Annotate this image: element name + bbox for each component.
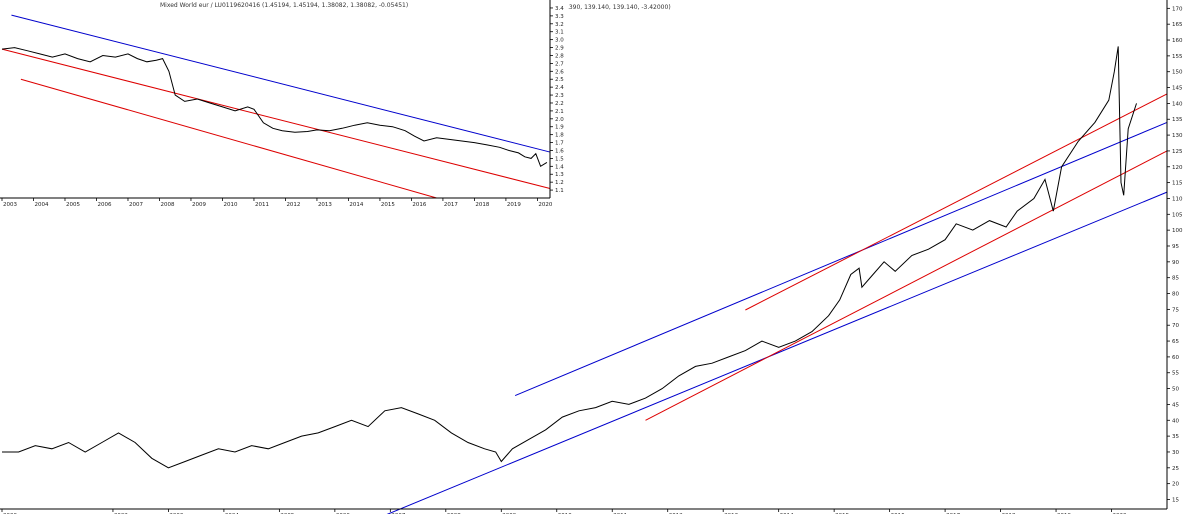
inset-trend-line-3 [20,78,437,199]
main-trend-line-1 [514,121,1168,397]
main-y-tick-label: 115 [1172,181,1183,187]
main-y-tick-label: 20 [1172,482,1179,488]
main-y-tick-label: 25 [1172,466,1179,472]
main-y-tick-label: 50 [1172,387,1179,393]
main-y-tick-label: 110 [1172,196,1183,202]
inset-trend-line-2 [1,48,551,189]
inset-y-ticks: 1.1 1.2 1.3 1.4 1.5 1.61.7 1.8 1.9 2.0 2.1 2.2 2.3 2… [550,6,564,194]
main-y-tick-label: 70 [1172,323,1179,329]
inset-x-tick-label: 2010 [223,202,237,208]
inset-x-tick-label: 2008 [160,202,174,208]
inset-x-tick-label: 2007 [129,202,143,208]
inset-y-tick-label: 1.7 [555,141,564,147]
inset-trend-line-1 [11,14,551,153]
inset-y-tick-label: 1.9 [555,125,564,131]
inset-y-tick-label: 3.1 [555,30,564,36]
main-y-tick-label: 130 [1172,133,1183,139]
main-y-tick-label: 150 [1172,70,1183,76]
inset-y-tick-label: 1.6 [555,148,564,154]
main-y-tick-label: 160 [1172,38,1183,44]
main-y-tick-label: 40 [1172,418,1179,424]
inset-chart-header: Mixed World eur / LU0119620416 (1.45194,… [160,2,408,9]
main-y-tick-label: 165 [1172,22,1183,28]
main-trend-line-3 [745,93,1168,311]
inset-y-tick-label: 2.4 [555,85,564,91]
inset-y-tick-label: 2.6 [555,69,564,75]
main-y-tick-label: 125 [1172,149,1183,155]
main-y-tick-label: 120 [1172,165,1183,171]
inset-y-tick-label: 1.2 [555,180,564,186]
main-y-tick-label: 145 [1172,86,1183,92]
inset-x-tick-label: 2019 [507,202,521,208]
main-y-tick-label: 90 [1172,260,1179,266]
inset-x-tick-label: 2020 [538,202,552,208]
inset-x-tick-label: 2016 [412,202,426,208]
inset-y-tick-label: 3.4 [555,6,564,12]
main-y-tick-label: 95 [1172,244,1179,250]
main-y-tick-label: 35 [1172,434,1179,440]
inset-y-tick-label: 2.9 [555,46,564,52]
main-chart-header: 1390, 139.140, 139.140, -3.42000) [565,4,671,11]
inset-y-tick-label: 2.7 [555,61,564,67]
inset-background [0,0,568,208]
inset-y-tick-label: 3.0 [555,38,564,44]
inset-x-tick-label: 2005 [66,202,80,208]
inset-x-tick-label: 2011 [255,202,269,208]
main-y-tick-label: 85 [1172,276,1179,282]
inset-y-tick-label: 2.1 [555,109,564,115]
inset-trend-lines [1,14,551,199]
main-y-tick-label: 15 [1172,497,1179,503]
main-y-tick-label: 60 [1172,355,1179,361]
inset-x-ticks: 2003 2004 2005 2006 2007 2008 2009 2010 2011 2012… [1,198,553,208]
main-y-tick-label: 65 [1172,339,1179,345]
inset-y-tick-label: 1.1 [555,188,564,194]
inset-y-tick-label: 2.0 [555,117,564,123]
main-price-line [2,46,1137,469]
main-y-tick-label: 30 [1172,450,1179,456]
main-trend-line-2 [386,191,1168,514]
main-y-ticks: 15 20 25 30 35 40 45 50 55 60 65 70 75 80 85 90 95 100 105… [1167,6,1183,503]
main-x-ticks: 2000200220032004200520062007200820092010… [1,509,1127,514]
inset-x-tick-label: 2009 [192,202,206,208]
inset-x-tick-label: 2003 [3,202,17,208]
inset-chart: 1.1 1.2 1.3 1.4 1.5 1.61.7 1.8 1.9 2.0 2.1 2.2 2.3 2… [0,0,568,208]
main-y-tick-label: 100 [1172,228,1183,234]
inset-x-tick-label: 2017 [444,202,458,208]
main-y-tick-label: 105 [1172,212,1183,218]
inset-x-tick-label: 2013 [318,202,332,208]
inset-y-tick-label: 3.2 [555,22,564,28]
inset-y-tick-label: 2.8 [555,53,564,59]
inset-x-tick-label: 2004 [34,202,48,208]
inset-y-tick-label: 3.3 [555,14,564,20]
inset-y-tick-label: 1.5 [555,156,564,162]
main-trend-lines [386,93,1168,514]
inset-x-tick-label: 2012 [286,202,300,208]
inset-y-tick-label: 1.4 [555,164,564,170]
main-y-tick-label: 155 [1172,54,1183,60]
inset-x-tick-label: 2006 [97,202,111,208]
main-y-tick-label: 135 [1172,117,1183,123]
inset-y-tick-label: 2.3 [555,93,564,99]
inset-x-tick-label: 2018 [475,202,489,208]
inset-y-tick-label: 1.3 [555,172,564,178]
main-y-tick-label: 80 [1172,292,1179,298]
inset-price-line [1,47,548,168]
inset-y-tick-label: 1.8 [555,133,564,139]
main-y-tick-label: 170 [1172,6,1183,12]
inset-y-tick-label: 2.2 [555,101,564,107]
main-trend-line-4 [645,150,1168,421]
main-y-tick-label: 45 [1172,402,1179,408]
inset-y-tick-label: 2.5 [555,77,564,83]
main-y-tick-label: 75 [1172,307,1179,313]
inset-x-tick-label: 2015 [381,202,395,208]
main-y-tick-label: 55 [1172,371,1179,377]
inset-x-tick-label: 2014 [349,202,363,208]
main-y-tick-label: 140 [1172,101,1183,107]
